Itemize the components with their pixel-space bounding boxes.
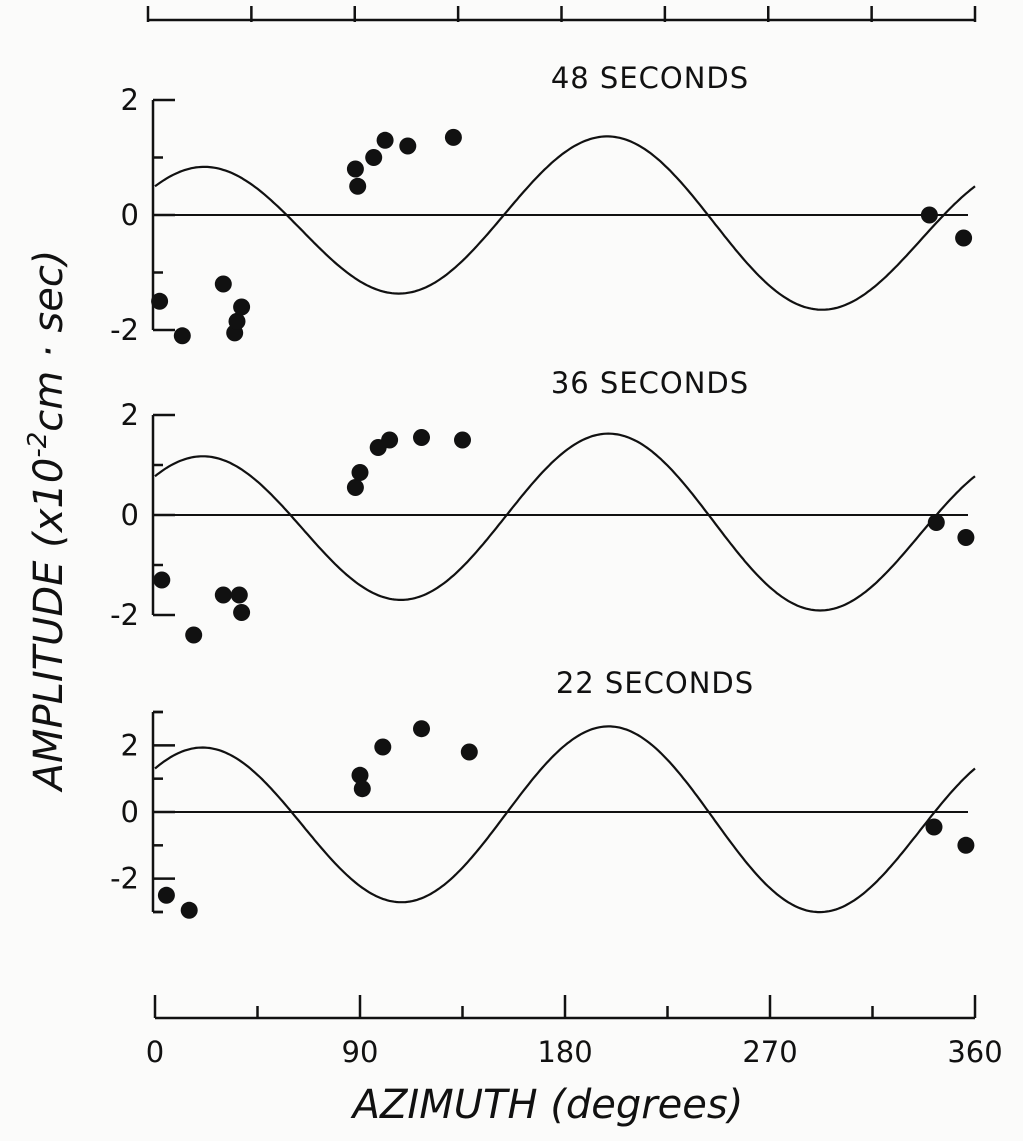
data-point xyxy=(927,514,945,531)
fit-curve xyxy=(154,135,976,311)
data-point xyxy=(151,292,169,310)
data-point xyxy=(957,529,975,546)
data-point xyxy=(228,312,246,330)
data-point xyxy=(351,464,369,481)
y-tick-label: 0 xyxy=(121,795,139,829)
data-point xyxy=(153,571,171,589)
y-tick-label: -2 xyxy=(110,862,139,896)
data-point xyxy=(399,137,417,155)
data-point xyxy=(157,886,175,904)
panel-title: 36 SECONDS xyxy=(551,366,749,400)
y-axis-title-part: AMPLITUDE (x10 xyxy=(26,458,72,794)
data-point xyxy=(920,206,938,224)
data-point xyxy=(957,836,975,854)
x-axis: 0 90 180 270 360 AZIMUTH (degrees) xyxy=(146,995,1003,1128)
y-axis-title-part: cm · sec) xyxy=(26,250,72,432)
panel-3: 22 SECONDS 2 0 -2 xyxy=(110,666,976,919)
fit-curve xyxy=(154,725,976,914)
data-point xyxy=(925,818,943,836)
panel-title: 48 SECONDS xyxy=(551,61,749,95)
data-point xyxy=(230,586,248,604)
data-point xyxy=(185,626,203,644)
y-tick-label: 0 xyxy=(121,198,139,232)
y-tick-label: 2 xyxy=(121,83,139,117)
data-point xyxy=(460,743,478,761)
data-point xyxy=(214,275,232,293)
data-point xyxy=(233,298,251,316)
data-point xyxy=(444,128,462,146)
data-point xyxy=(346,160,364,178)
x-axis-title: AZIMUTH (degrees) xyxy=(350,1082,744,1128)
fit-curve xyxy=(154,432,976,612)
x-tick-label: 270 xyxy=(742,1035,797,1069)
data-point xyxy=(374,738,392,756)
data-point xyxy=(413,720,430,738)
data-point xyxy=(180,901,198,919)
panel-title: 22 SECONDS xyxy=(556,666,754,700)
data-point xyxy=(233,604,251,621)
x-tick-label: 90 xyxy=(342,1035,379,1069)
y-axis-title-exponent: -2 xyxy=(23,432,53,458)
panel-1: 48 SECONDS 2 0 -2 xyxy=(110,61,976,347)
y-tick-label: 2 xyxy=(121,398,139,432)
data-point xyxy=(413,429,430,446)
data-point xyxy=(376,131,394,149)
panel-2: 36 SECONDS 2 0 -2 xyxy=(110,366,976,644)
data-point xyxy=(365,149,383,166)
y-axis-title: AMPLITUDE (x10-2cm · sec) xyxy=(23,250,72,794)
data-point xyxy=(955,229,973,247)
data-point xyxy=(349,177,367,195)
data-point xyxy=(454,431,471,449)
data-point xyxy=(173,327,191,345)
x-tick-label: 180 xyxy=(537,1035,592,1069)
data-point xyxy=(214,586,232,604)
y-tick-label: -2 xyxy=(110,313,139,347)
y-tick-label: 0 xyxy=(121,498,139,532)
data-point xyxy=(353,780,371,798)
y-tick-label: -2 xyxy=(110,598,139,632)
y-tick-label: 2 xyxy=(121,728,139,762)
data-point xyxy=(346,479,364,496)
x-tick-label: 360 xyxy=(947,1035,1002,1069)
data-point xyxy=(351,766,369,784)
x-tick-label: 0 xyxy=(146,1035,164,1069)
data-point xyxy=(381,431,399,449)
